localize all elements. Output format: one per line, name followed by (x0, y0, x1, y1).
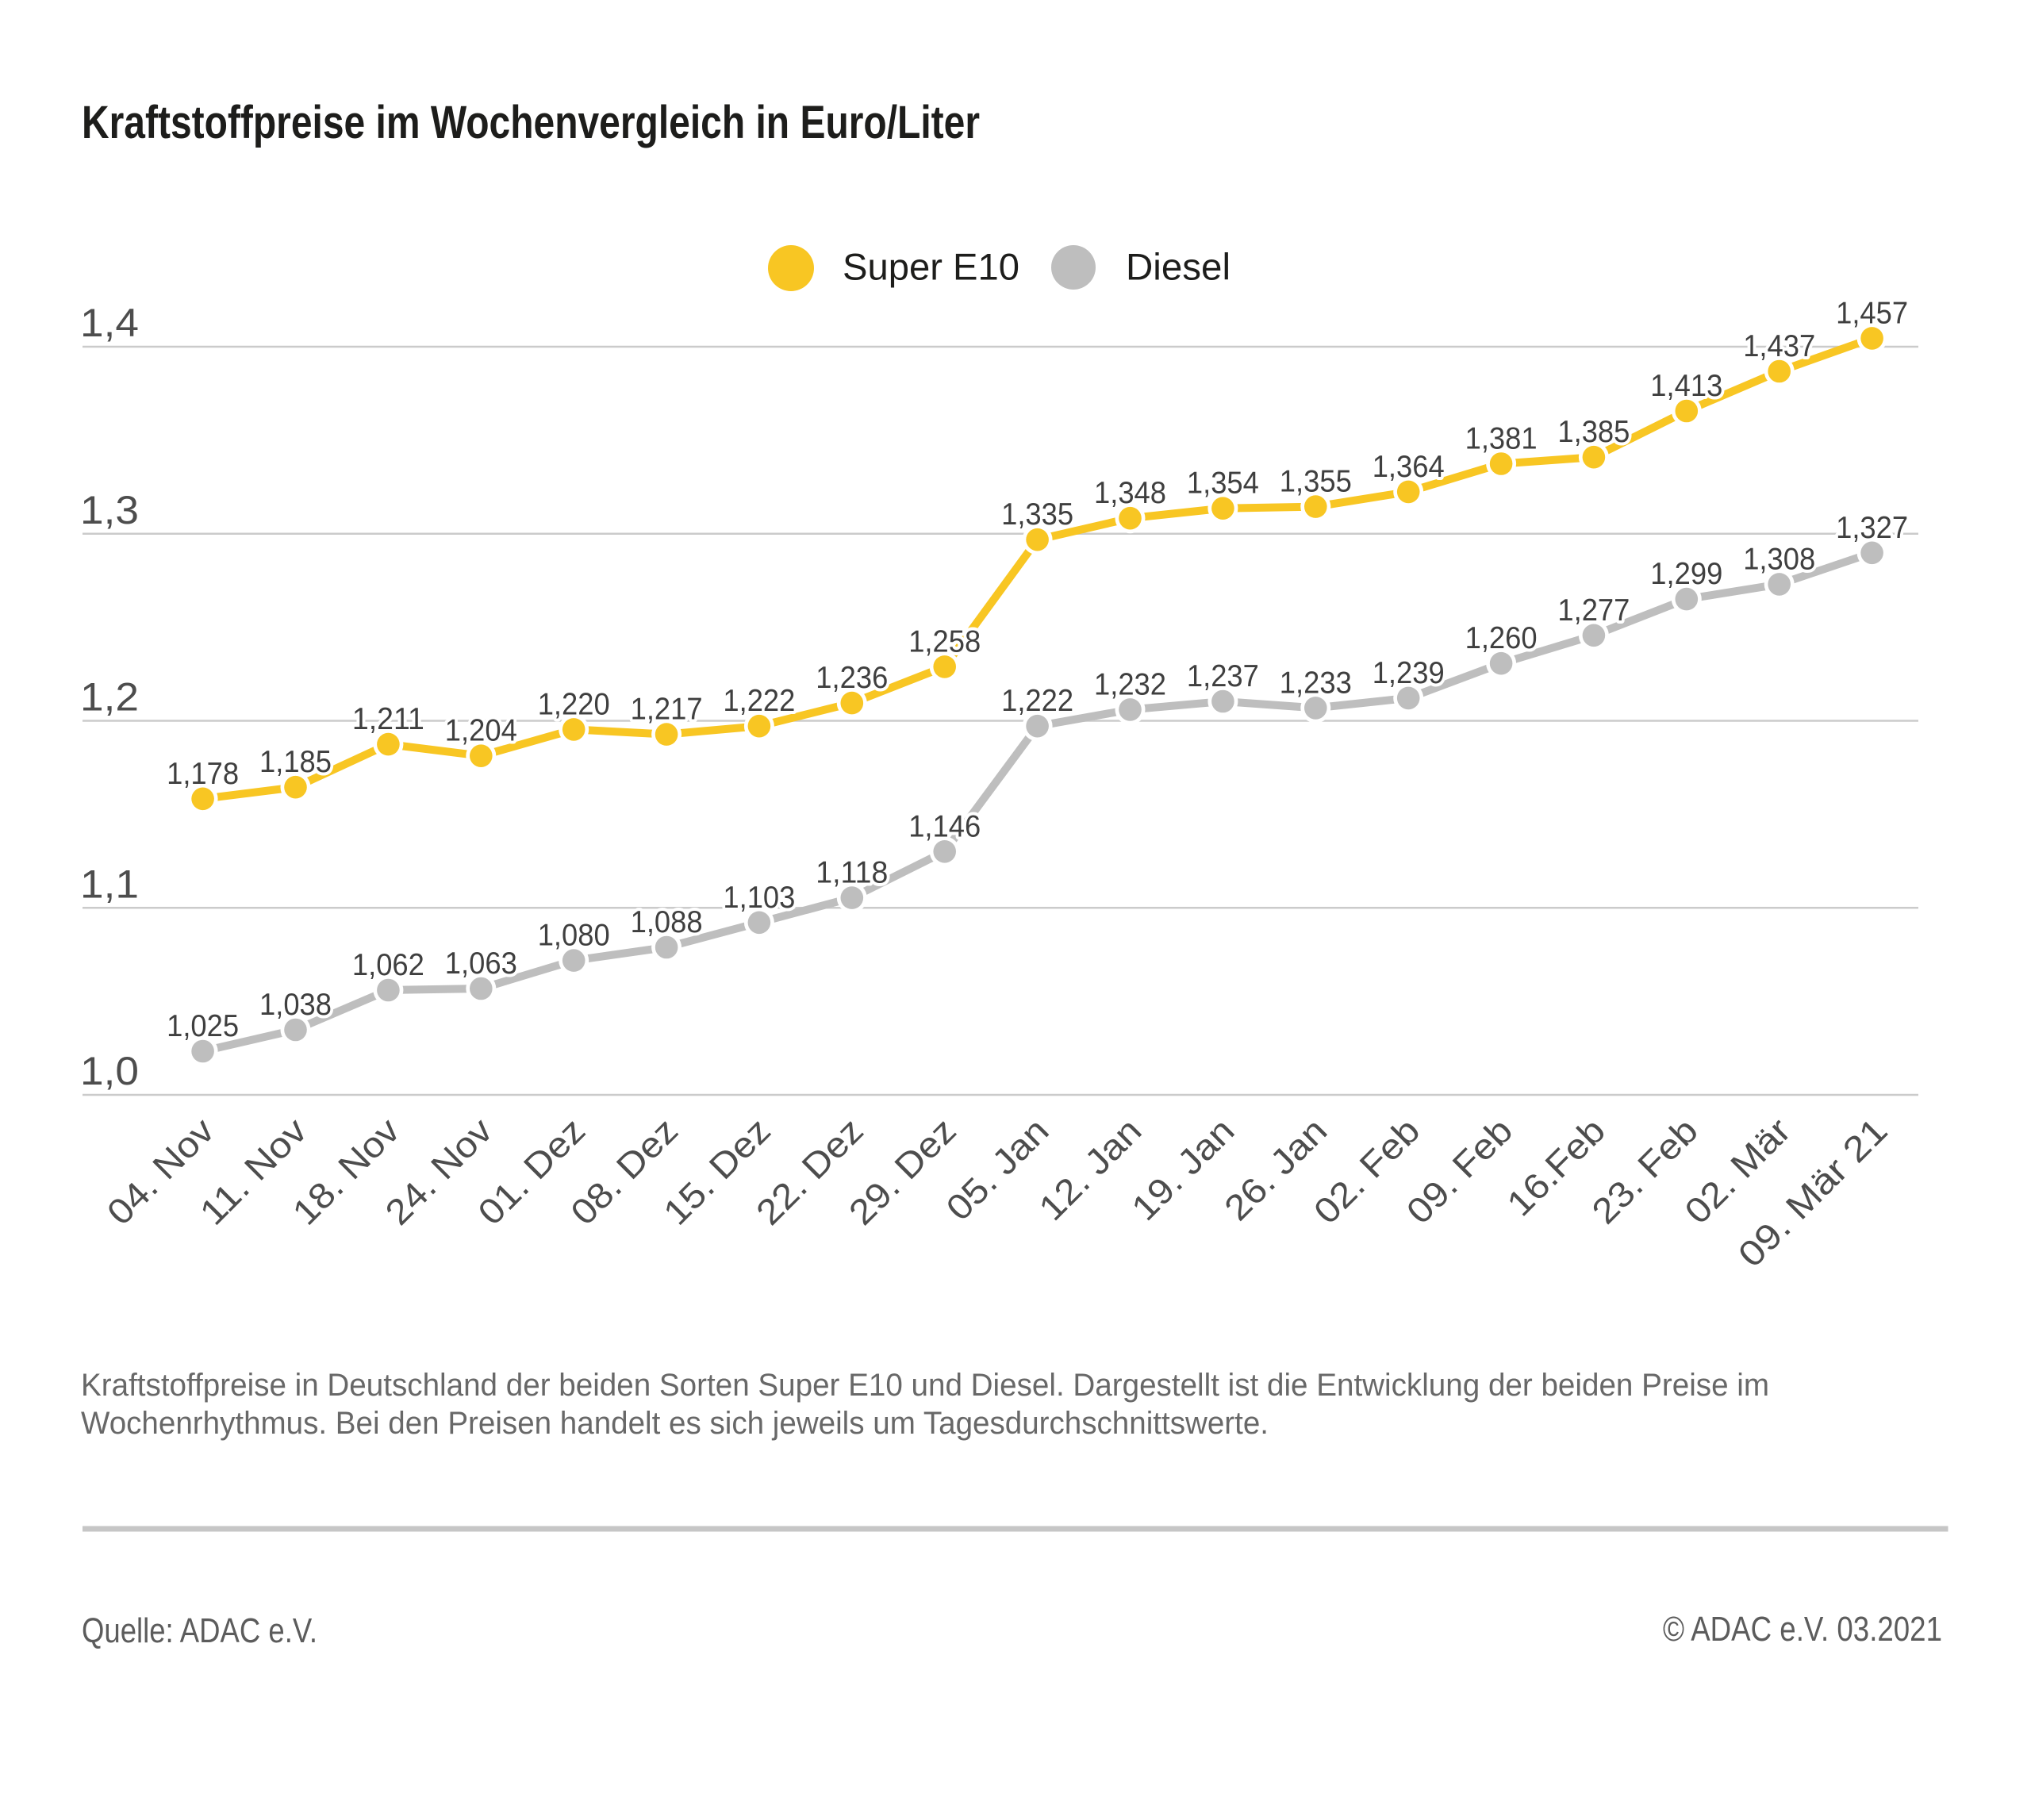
svg-text:1,211: 1,211 (352, 702, 424, 736)
svg-text:1,025: 1,025 (167, 1009, 239, 1043)
svg-text:1,239: 1,239 (1373, 656, 1445, 690)
svg-text:1,2: 1,2 (80, 675, 139, 720)
svg-text:1,204: 1,204 (445, 714, 517, 748)
svg-text:1,222: 1,222 (1001, 684, 1073, 718)
svg-text:1,308: 1,308 (1743, 542, 1815, 576)
svg-text:1,217: 1,217 (631, 693, 703, 727)
svg-text:1,0: 1,0 (80, 1049, 139, 1093)
svg-text:Diesel: Diesel (1126, 246, 1231, 288)
svg-text:1,381: 1,381 (1465, 422, 1538, 456)
svg-text:1,178: 1,178 (167, 757, 239, 791)
svg-text:© ADAC e.V. 03.2021: © ADAC e.V. 03.2021 (1663, 1610, 1942, 1649)
svg-text:1,3: 1,3 (80, 488, 139, 532)
svg-text:1,385: 1,385 (1557, 415, 1630, 449)
svg-text:1,088: 1,088 (631, 905, 703, 939)
svg-text:1,237: 1,237 (1187, 659, 1259, 693)
svg-text:1,437: 1,437 (1743, 329, 1815, 363)
svg-text:1,457: 1,457 (1836, 296, 1908, 330)
svg-text:1,233: 1,233 (1280, 666, 1352, 700)
svg-text:1,260: 1,260 (1465, 621, 1538, 655)
svg-text:1,277: 1,277 (1557, 593, 1630, 628)
svg-text:1,335: 1,335 (1001, 497, 1073, 532)
svg-text:1,364: 1,364 (1373, 450, 1445, 484)
svg-text:1,080: 1,080 (538, 919, 610, 953)
svg-text:1,236: 1,236 (816, 661, 888, 695)
svg-text:1,1: 1,1 (80, 862, 139, 906)
svg-text:Quelle: ADAC e.V.: Quelle: ADAC e.V. (82, 1611, 317, 1650)
svg-text:1,146: 1,146 (908, 809, 981, 843)
svg-text:1,103: 1,103 (723, 881, 795, 915)
svg-text:Super E10: Super E10 (843, 246, 1019, 288)
svg-text:Kraftstoffpreise im Wochenverg: Kraftstoffpreise im Wochenvergleich in E… (82, 97, 980, 148)
svg-text:1,258: 1,258 (908, 624, 981, 659)
svg-text:1,185: 1,185 (259, 745, 332, 779)
svg-text:1,062: 1,062 (352, 948, 424, 982)
svg-text:1,222: 1,222 (723, 684, 795, 718)
svg-text:1,299: 1,299 (1650, 557, 1722, 591)
svg-text:1,232: 1,232 (1094, 667, 1166, 701)
svg-text:1,118: 1,118 (816, 856, 888, 890)
svg-text:1,4: 1,4 (80, 301, 139, 345)
svg-text:Kraftstoffpreise in Deutschlan: Kraftstoffpreise in Deutschland der beid… (81, 1368, 1769, 1403)
svg-text:1,220: 1,220 (538, 687, 610, 721)
svg-text:1,355: 1,355 (1280, 465, 1352, 499)
svg-text:1,413: 1,413 (1650, 369, 1722, 403)
svg-text:1,348: 1,348 (1094, 476, 1166, 510)
svg-text:1,354: 1,354 (1187, 467, 1259, 501)
svg-text:Wochenrhythmus. Bei den Preise: Wochenrhythmus. Bei den Preisen handelt … (81, 1406, 1269, 1441)
svg-text:1,063: 1,063 (445, 946, 517, 981)
svg-text:1,327: 1,327 (1836, 511, 1908, 545)
svg-text:1,038: 1,038 (259, 988, 332, 1022)
